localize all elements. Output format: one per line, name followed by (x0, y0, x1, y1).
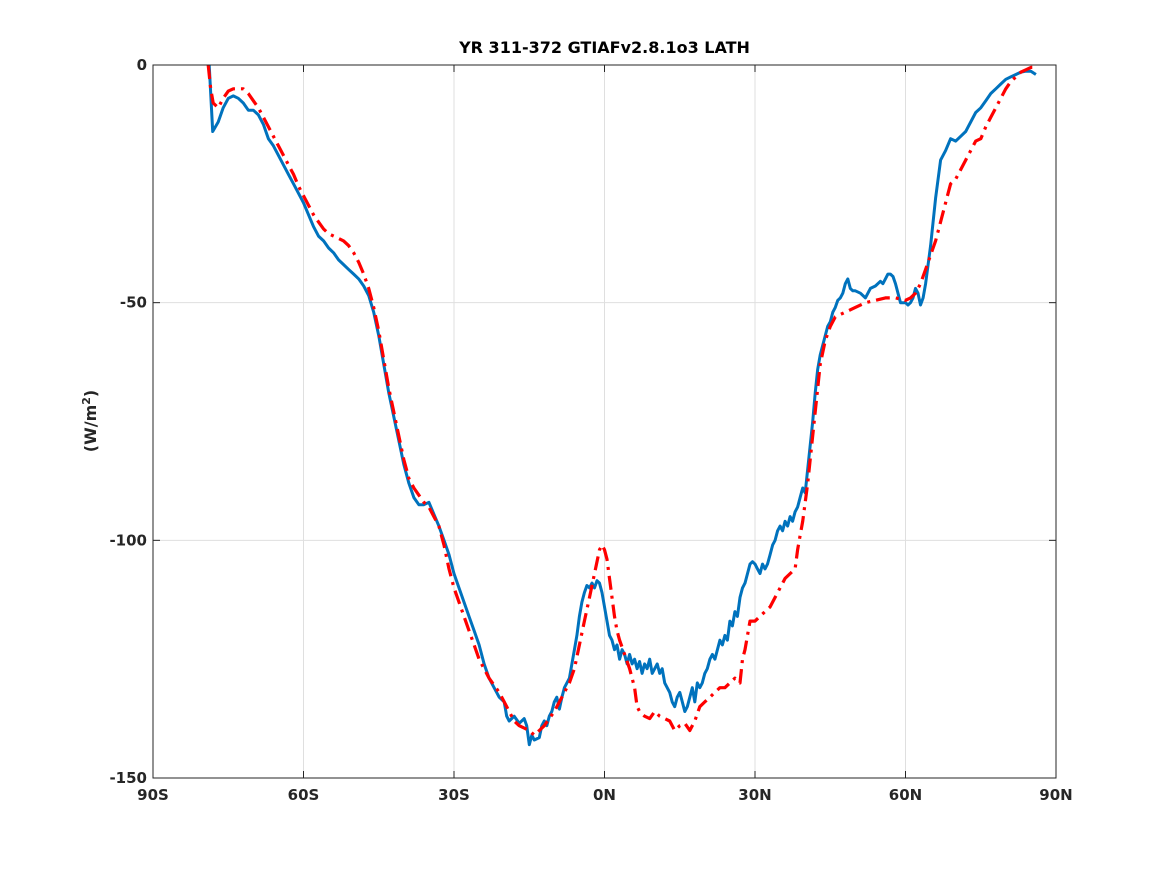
x-tick-label: 30S (438, 786, 470, 804)
y-tick-labels: 0 -50 -100 -150 (109, 56, 147, 787)
x-tick-label: 60S (288, 786, 320, 804)
x-tick-label: 60N (889, 786, 922, 804)
y-tick-label: -50 (120, 294, 147, 312)
y-tick-label: -100 (109, 531, 147, 549)
y-tick-label: -150 (109, 769, 147, 787)
y-axis-label: (W/m2) (80, 390, 100, 452)
x-tick-label: 90S (137, 786, 169, 804)
series-group (206, 64, 1037, 747)
y-axis-label-base: (W/m (81, 405, 100, 452)
x-tick-label: 0N (593, 786, 616, 804)
y-axis-label-superscript: 2 (80, 397, 93, 405)
x-tick-label: 30N (738, 786, 771, 804)
x-tick-labels: 90S 60S 30S 0N 30N 60N 90N (137, 786, 1073, 804)
x-tick-label: 90N (1039, 786, 1072, 804)
chart-title: YR 311-372 GTIAFv2.8.1o3 LATH (458, 38, 750, 57)
series-line-1 (207, 64, 1037, 747)
y-tick-label: 0 (137, 56, 147, 74)
series-line-2 (206, 64, 1036, 737)
tick-marks (152, 64, 1057, 779)
y-axis-label-end: ) (81, 390, 100, 397)
